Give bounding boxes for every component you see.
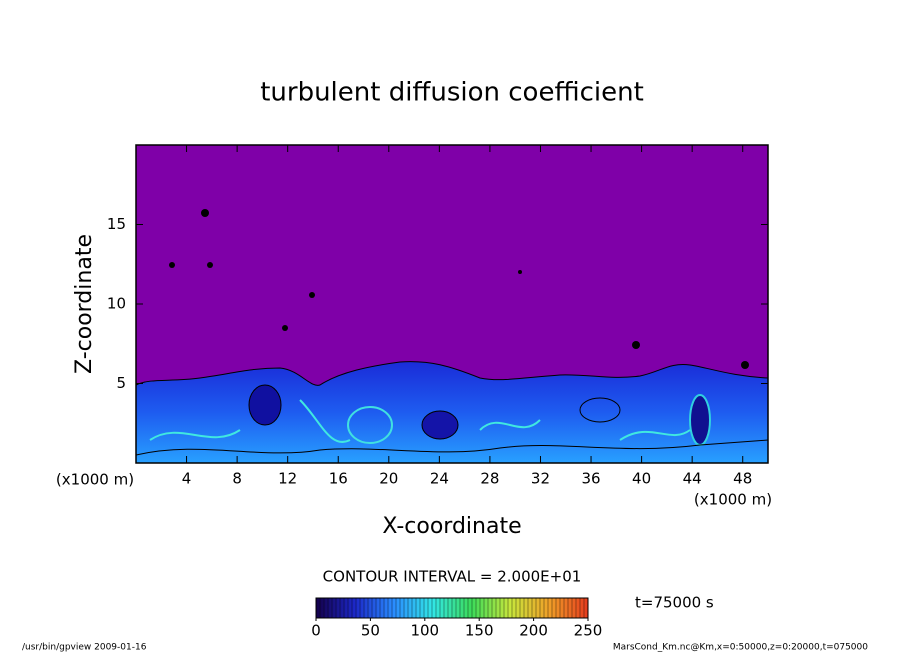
- turbulent-layer: [135, 209, 769, 464]
- colorbar-tick-label: 150: [465, 622, 494, 640]
- x-tick-label: 44: [683, 470, 702, 488]
- x-tick-label: 16: [329, 470, 348, 488]
- chart-title: turbulent diffusion coefficient: [260, 78, 644, 108]
- y-tick-label: 15: [107, 215, 126, 233]
- y-tick-label: 5: [116, 374, 126, 392]
- x-tick-label: 28: [480, 470, 499, 488]
- colorbar-tick-label: 250: [574, 622, 603, 640]
- footer-right: MarsCond_Km.nc@Km,x=0:50000,z=0:20000,t=…: [613, 643, 868, 653]
- footer-left: /usr/bin/gpview 2009-01-16: [22, 643, 147, 653]
- x-tick-label: 12: [278, 470, 297, 488]
- contour-interval: CONTOUR INTERVAL = 2.000E+01: [323, 568, 582, 586]
- x-tick-label: 20: [379, 470, 398, 488]
- x-tick-label: 40: [632, 470, 651, 488]
- x-unit-label: (x1000 m): [694, 491, 772, 509]
- x-tick-label: 4: [182, 470, 192, 488]
- y-axis-label: Z-coordinate: [72, 234, 97, 374]
- x-tick-label: 48: [733, 470, 752, 488]
- x-tick-label: 32: [531, 470, 550, 488]
- colorbar-tick-label: 200: [519, 622, 548, 640]
- x-axis-label: X-coordinate: [382, 514, 521, 539]
- colorbar-tick-label: 0: [311, 622, 321, 640]
- y-tick-label: 10: [107, 295, 126, 313]
- x-tick-label: 36: [581, 470, 600, 488]
- x-tick-label: 8: [232, 470, 242, 488]
- x-tick-label: 24: [430, 470, 449, 488]
- colorbar-tick-label: 100: [410, 622, 439, 640]
- colorbar-tick-label: 50: [361, 622, 380, 640]
- x-unit-label: (x1000 m): [56, 471, 134, 489]
- time-label: t=75000 s: [635, 594, 714, 612]
